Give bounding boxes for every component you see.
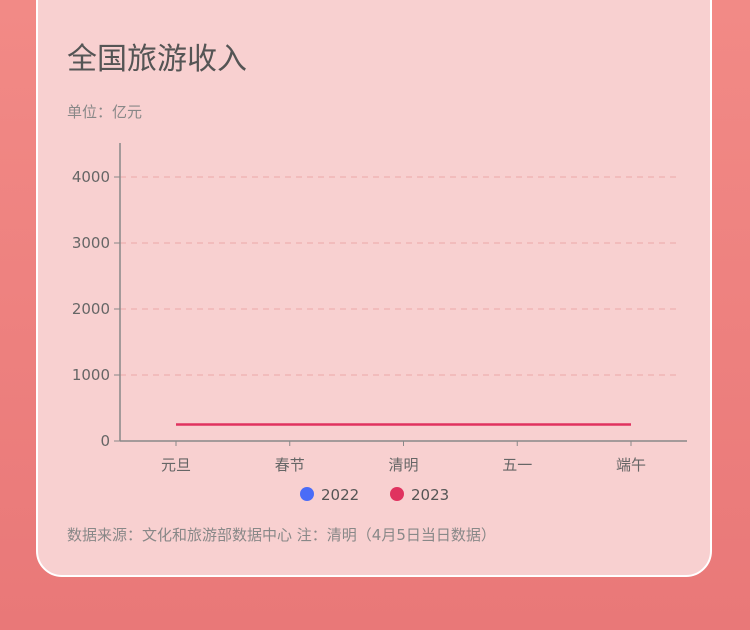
chart-title: 全国旅游收入 bbox=[67, 42, 247, 77]
y-tick-label: 0 bbox=[100, 432, 110, 450]
legend-label-2022: 2022 bbox=[321, 486, 359, 504]
legend-marker-2023 bbox=[390, 487, 404, 501]
x-tick-label: 元旦 bbox=[161, 456, 191, 474]
x-tick-label: 端午 bbox=[616, 456, 646, 474]
x-tick-label: 清明 bbox=[388, 456, 418, 474]
y-tick-label: 1000 bbox=[72, 366, 110, 384]
x-tick-label: 春节 bbox=[275, 456, 305, 474]
y-tick-label: 2000 bbox=[72, 300, 110, 318]
y-tick-label: 3000 bbox=[72, 234, 110, 252]
unit-label: 单位：亿元 bbox=[67, 103, 143, 121]
x-tick-label: 五一 bbox=[502, 456, 532, 474]
legend-marker-2022 bbox=[300, 487, 314, 501]
source-note: 数据来源：文化和旅游部数据中心 注：清明（4月5日当日数据） bbox=[67, 526, 496, 544]
legend-label-2023: 2023 bbox=[411, 486, 449, 504]
chart-card bbox=[36, 0, 712, 577]
y-tick-label: 4000 bbox=[72, 168, 110, 186]
